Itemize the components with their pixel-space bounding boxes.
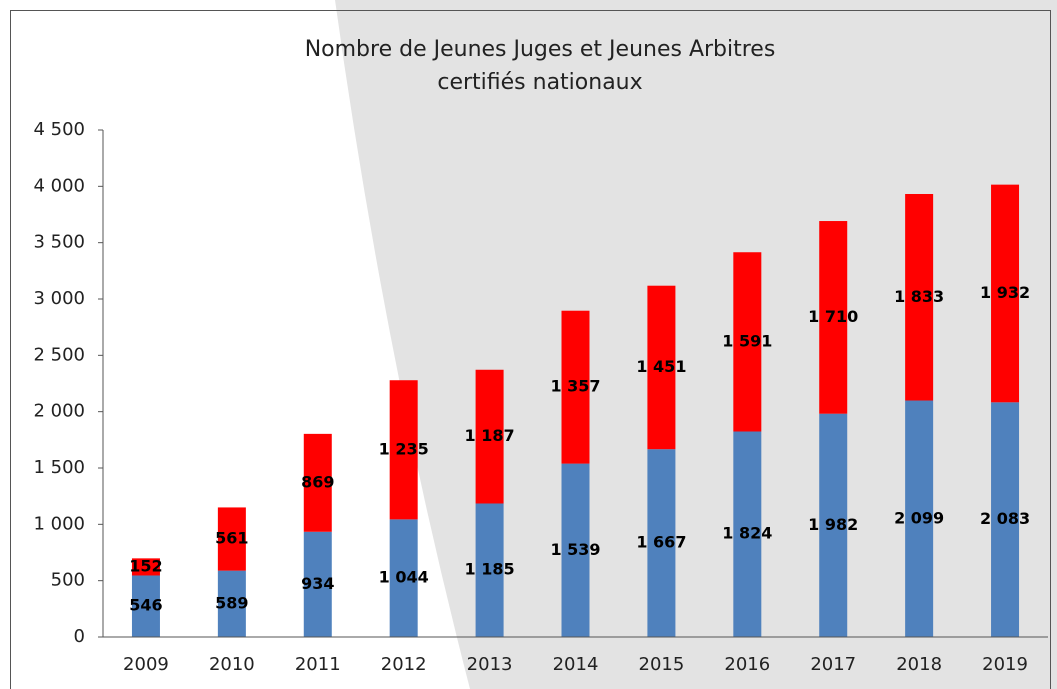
x-tick-label: 2011: [295, 654, 341, 675]
value-label: 152: [129, 556, 162, 575]
bar-segment: [217, 507, 246, 571]
x-tick-label: 2016: [724, 654, 770, 675]
bar-segment: [131, 575, 160, 637]
bar-segment: [733, 252, 762, 432]
bar-segment: [303, 433, 332, 532]
x-tick-label: 2009: [123, 654, 169, 675]
bar-segment: [991, 402, 1020, 637]
bar-segment: [905, 400, 934, 637]
y-tick-label: 1 500: [33, 457, 85, 478]
y-tick-label: 3 000: [33, 288, 85, 309]
x-tick-label: 2010: [209, 654, 255, 675]
value-label: 934: [301, 574, 334, 593]
x-tick-label: 2015: [639, 654, 685, 675]
y-tick-label: 0: [74, 626, 85, 647]
bar-segment: [561, 463, 590, 637]
y-tick-label: 3 500: [33, 232, 85, 253]
value-label: 546: [129, 596, 162, 615]
y-tick-label: 4 500: [33, 119, 85, 140]
bar-segment: [905, 193, 934, 401]
value-label: 1 982: [808, 515, 858, 534]
x-tick-label: 2019: [982, 654, 1028, 675]
bar-segment: [475, 369, 504, 504]
bar-segment: [131, 558, 160, 576]
bar-segment: [561, 310, 590, 464]
value-label: 589: [215, 593, 248, 612]
value-label: 1 833: [894, 287, 944, 306]
x-tick-label: 2014: [553, 654, 599, 675]
bar-segment: [819, 221, 848, 414]
value-label: 1 710: [808, 307, 858, 326]
bar-segment: [647, 449, 676, 637]
y-tick-label: 2 500: [33, 344, 85, 365]
bar-segment: [991, 184, 1020, 403]
value-label: 869: [301, 472, 334, 491]
background-shape: [335, 0, 1057, 689]
bar-segment: [389, 519, 418, 637]
bar-segment: [819, 413, 848, 637]
chart-border: [10, 10, 1051, 689]
value-label: 2 099: [894, 508, 944, 527]
y-tick-label: 500: [51, 570, 85, 591]
chart-title: Nombre de Jeunes Juges et Jeunes Arbitre…: [305, 37, 776, 62]
bar-segment: [733, 431, 762, 637]
x-tick-label: 2018: [896, 654, 942, 675]
value-label: 1 667: [636, 533, 686, 552]
value-label: 1 451: [636, 357, 686, 376]
y-tick-label: 4 000: [33, 175, 85, 196]
value-label: 1 187: [465, 426, 515, 445]
value-label: 1 539: [550, 540, 600, 559]
value-label: 1 591: [722, 331, 772, 350]
bar-segment: [475, 503, 504, 637]
value-label: 561: [215, 529, 248, 548]
bar-segment: [303, 531, 332, 637]
bar-segment: [217, 570, 246, 637]
x-tick-label: 2012: [381, 654, 427, 675]
x-tick-label: 2017: [810, 654, 856, 675]
bar-segment: [389, 380, 418, 520]
y-tick-label: 1 000: [33, 513, 85, 534]
value-label: 1 824: [722, 524, 772, 543]
value-label: 1 932: [980, 283, 1030, 302]
value-label: 2 083: [980, 509, 1030, 528]
value-label: 1 185: [465, 560, 515, 579]
value-label: 1 357: [550, 377, 600, 396]
chart-title: certifiés nationaux: [437, 70, 642, 95]
y-tick-label: 2 000: [33, 401, 85, 422]
value-label: 1 235: [379, 439, 429, 458]
value-label: 1 044: [379, 568, 429, 587]
x-tick-label: 2013: [467, 654, 513, 675]
bar-segment: [647, 285, 676, 450]
